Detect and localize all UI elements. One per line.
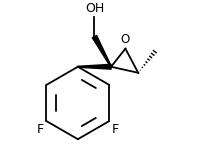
Text: F: F (37, 123, 44, 136)
Text: OH: OH (84, 3, 104, 15)
Polygon shape (92, 35, 111, 67)
Polygon shape (77, 64, 110, 69)
Text: F: F (111, 123, 118, 136)
Text: O: O (120, 33, 129, 46)
